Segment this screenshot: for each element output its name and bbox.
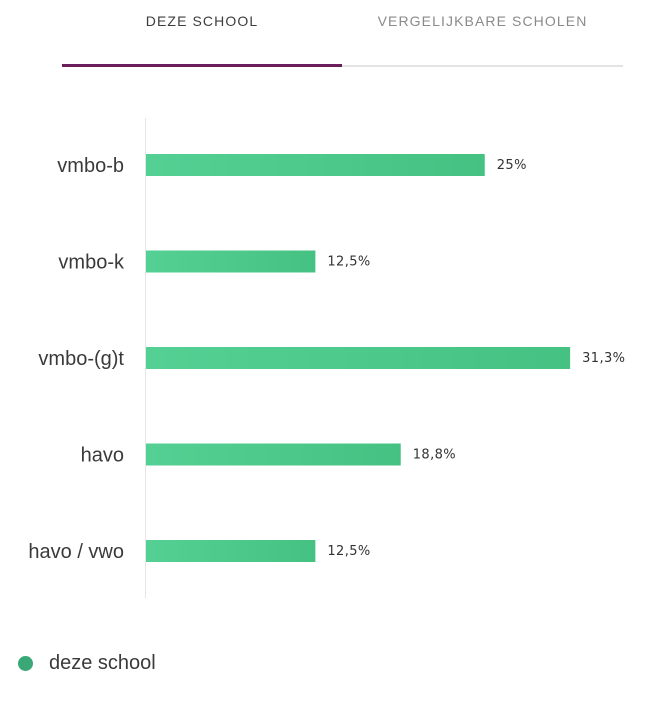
value-label: 12,5% — [327, 544, 370, 559]
value-label: 18,8% — [413, 448, 456, 463]
bar[interactable] — [146, 443, 401, 466]
value-label: 12,5% — [327, 255, 370, 270]
tab-bar: DEZE SCHOOL VERGELIJKBARE SCHOLEN — [0, 0, 655, 70]
bar[interactable] — [146, 347, 571, 369]
legend: deze school — [18, 650, 156, 676]
value-label: 31,3% — [582, 351, 625, 366]
tab-deze-school[interactable]: DEZE SCHOOL — [145, 13, 259, 29]
category-label: havo / vwo — [28, 541, 124, 563]
tab-vergelijkbare-scholen[interactable]: VERGELIJKBARE SCHOLEN — [377, 13, 588, 29]
category-label: vmbo-k — [58, 252, 125, 274]
category-label: vmbo-(g)t — [38, 348, 124, 370]
tab-track — [62, 65, 623, 67]
value-label: 25% — [497, 158, 527, 173]
legend-dot-icon — [18, 655, 33, 671]
category-label: vmbo-b — [57, 155, 124, 177]
active-tab-indicator — [62, 64, 342, 67]
bar[interactable] — [146, 540, 316, 562]
category-label: havo — [81, 445, 124, 467]
bar-chart: vmbo-b 25% vmbo-k 12,5% vmbo-(g)t 31,3% havo 18… — [28, 118, 625, 598]
bar[interactable] — [146, 154, 485, 176]
legend-label: deze school — [49, 651, 156, 674]
bar[interactable] — [146, 250, 316, 273]
